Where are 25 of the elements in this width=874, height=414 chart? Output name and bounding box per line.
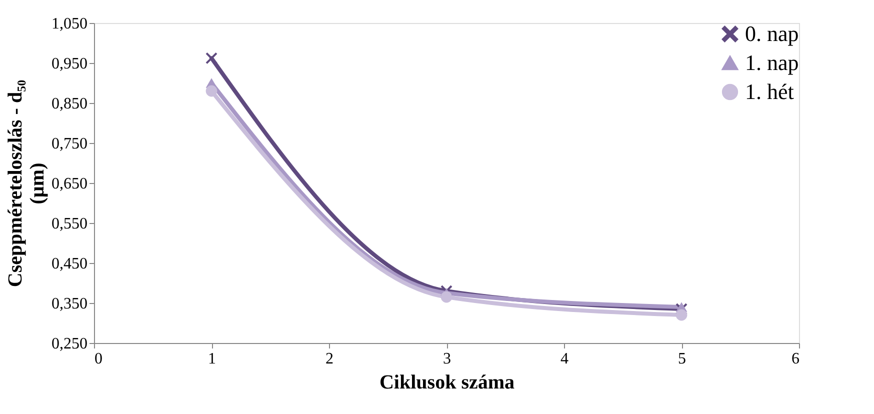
legend-label: 1. nap xyxy=(745,50,799,75)
point xyxy=(206,85,218,97)
y-tick-label: 0,550 xyxy=(52,216,88,232)
x-tick-label: 1 xyxy=(208,350,216,368)
legend-label: 1. hét xyxy=(745,79,794,104)
x-tick-label: 3 xyxy=(443,350,451,368)
y-tick-label: 0,450 xyxy=(52,256,88,272)
x-tick-label: 0 xyxy=(94,350,102,368)
y-tick-label: 0,750 xyxy=(52,136,88,152)
point xyxy=(676,309,688,321)
y-tick-label: 0,950 xyxy=(52,56,88,72)
y-tick-label: 0,350 xyxy=(52,296,88,312)
point xyxy=(440,291,452,303)
legend-label: 0. nap xyxy=(745,21,799,46)
y-axis-title: Cseppméreteloszlás - d₅₀ (µm) xyxy=(4,80,48,288)
y-tick-label: 0,850 xyxy=(52,96,88,112)
x-tick-label: 2 xyxy=(326,350,334,368)
x-tick-label: 5 xyxy=(678,350,686,368)
y-tick-label: 0,650 xyxy=(52,176,88,192)
point xyxy=(206,52,218,64)
x-tick-label: 6 xyxy=(792,350,800,368)
x-tick-label: 4 xyxy=(560,350,568,368)
x-axis-title: Ciklusok száma xyxy=(379,372,515,394)
y-tick-label: 1,050 xyxy=(52,16,88,32)
y-tick-label: 0,250 xyxy=(52,336,88,352)
